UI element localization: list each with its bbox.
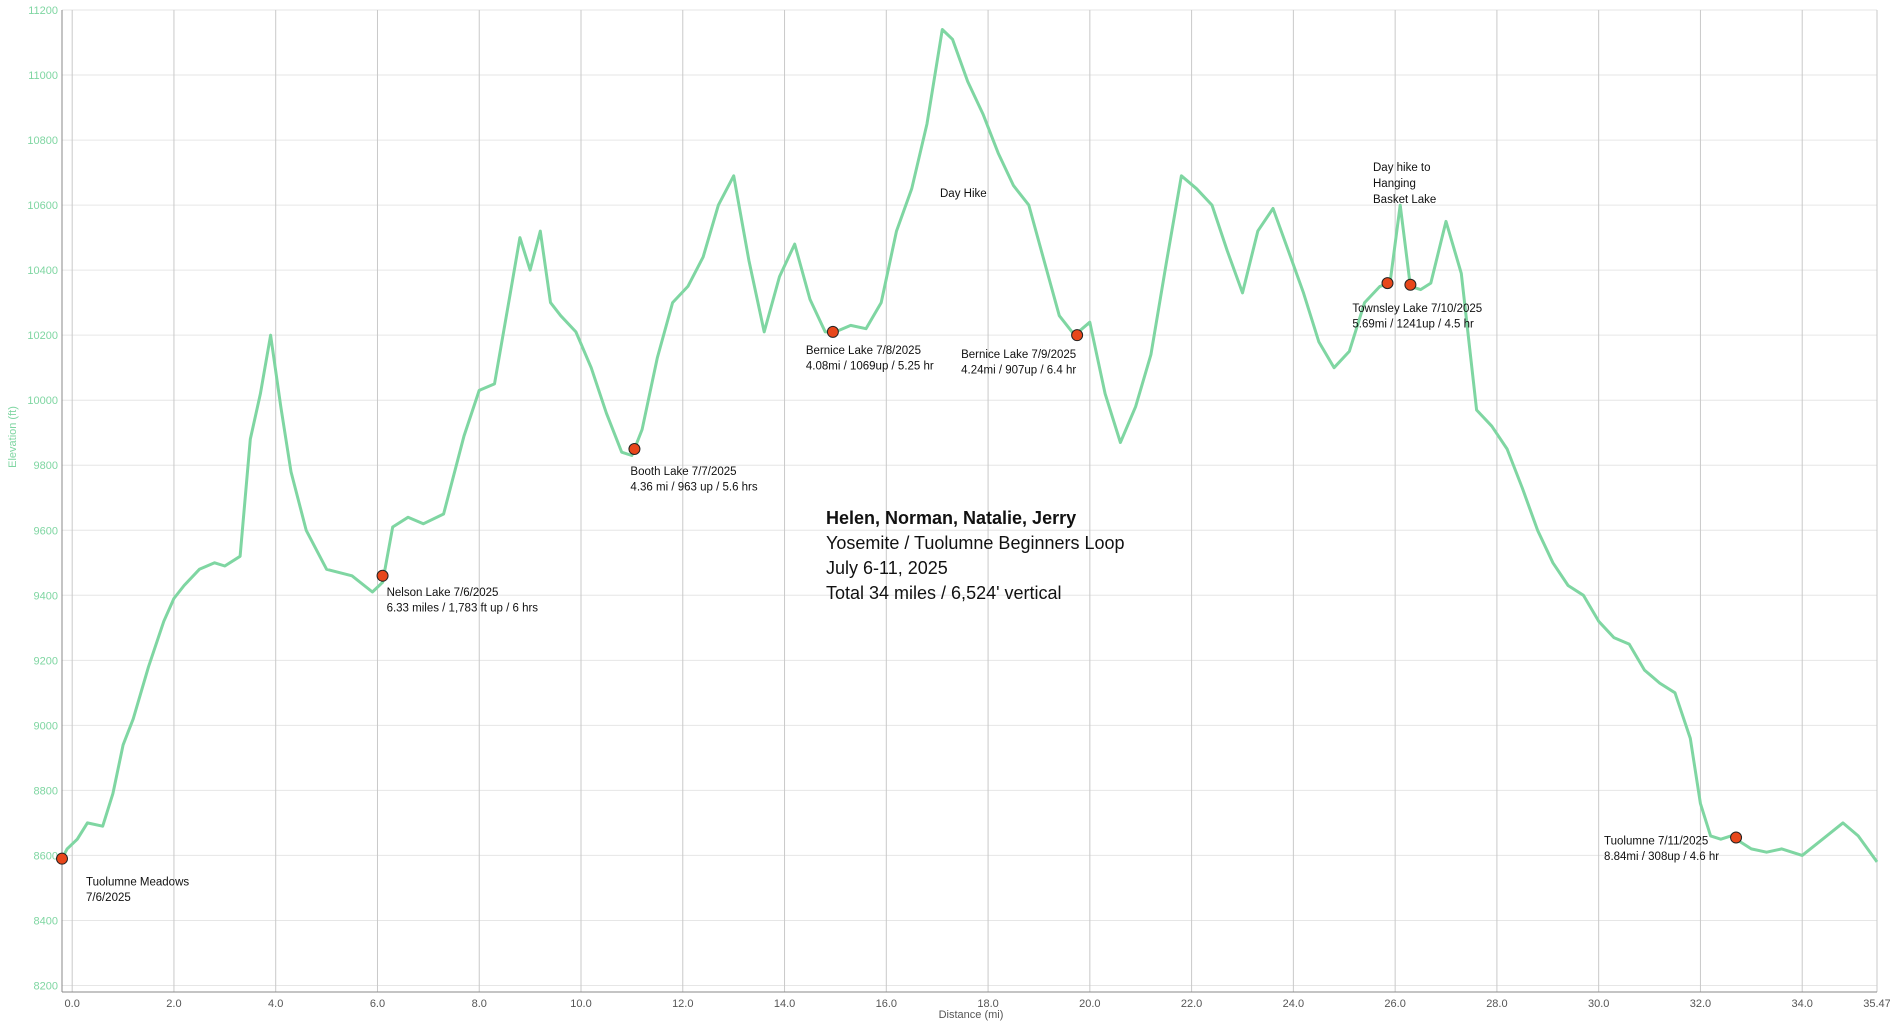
x-tick-label: 28.0 (1486, 998, 1507, 1010)
waypoint-label: 4.08mi / 1069up / 5.25 hr (806, 360, 934, 372)
y-tick-label: 11200 (28, 5, 58, 17)
x-tick-label: 32.0 (1690, 998, 1711, 1010)
y-tick-label: 9400 (34, 590, 58, 602)
waypoint-marker (1071, 329, 1084, 342)
trip-info-line: Total 34 miles / 6,524' vertical (826, 583, 1062, 603)
day-hike-annotation: Day Hike (940, 188, 987, 200)
y-tick-labels: 8200 8400 8600 8800 9000 9200 9400 9600 9800 1000… (27, 5, 58, 992)
waypoint-marker (376, 569, 389, 582)
x-tick-label: 12.0 (672, 998, 693, 1010)
y-tick-label: 10200 (27, 330, 58, 342)
y-tick-label: 8600 (34, 850, 58, 862)
annotation-line: Day Hike (940, 188, 987, 200)
y-tick-label: 8200 (34, 980, 58, 992)
trip-info-line: July 6-11, 2025 (826, 558, 948, 578)
x-tick-label: 18.0 (977, 998, 998, 1010)
waypoint-label: Tuolumne 7/11/2025 (1604, 836, 1708, 848)
x-tick-label: 2.0 (166, 998, 181, 1010)
waypoint-marker (1404, 278, 1417, 291)
annotation-line: Day hike to (1373, 162, 1431, 174)
waypoint-label: Bernice Lake 7/9/2025 (961, 349, 1076, 361)
waypoint-marker (1381, 277, 1394, 290)
waypoint-label: 4.24mi / 907up / 6.4 hr (961, 365, 1076, 377)
waypoint-marker (1730, 831, 1743, 844)
waypoint-marker (628, 442, 641, 455)
x-tick-label: 30.0 (1588, 998, 1609, 1010)
y-tick-label: 11000 (28, 70, 58, 82)
y-tick-label: 10800 (27, 135, 58, 147)
waypoint-label: Bernice Lake 7/8/2025 (806, 345, 921, 357)
waypoint-label: Booth Lake 7/7/2025 (630, 466, 736, 478)
elevation-series (60, 28, 1879, 863)
grid-lines (62, 9, 1878, 992)
x-tick-label: 34.0 (1791, 998, 1812, 1010)
waypoint-label: Tuolumne Meadows (86, 877, 189, 889)
waypoint-label: Townsley Lake 7/10/2025 (1352, 303, 1482, 315)
x-tick-label: 0.0 (65, 998, 80, 1010)
x-tick-label: 22.0 (1181, 998, 1202, 1010)
y-tick-label: 9600 (34, 525, 58, 537)
y-tick-label: 9800 (34, 460, 58, 472)
y-tick-label: 10000 (27, 395, 58, 407)
x-axis-title: Distance (mi) (939, 1009, 1004, 1021)
y-tick-label: 9200 (34, 655, 58, 667)
trip-info-line: Yosemite / Tuolumne Beginners Loop (826, 533, 1125, 553)
y-axis-title: Elevation (ft) (7, 406, 19, 468)
y-tick-label: 10600 (27, 200, 58, 212)
x-tick-label: 10.0 (570, 998, 591, 1010)
y-tick-label: 8800 (34, 785, 58, 797)
waypoint-label: 7/6/2025 (86, 892, 131, 904)
x-tick-label: 14.0 (774, 998, 795, 1010)
x-tick-label: 20.0 (1079, 998, 1100, 1010)
elevation-line (60, 28, 1879, 863)
y-tick-label: 10400 (27, 265, 58, 277)
waypoint-marker (56, 852, 68, 865)
x-tick-label: 24.0 (1283, 998, 1304, 1010)
waypoint-label: Nelson Lake 7/6/2025 (387, 587, 499, 599)
axes (61, 10, 1877, 993)
x-tick-label: 16.0 (876, 998, 897, 1010)
waypoint-labels: Tuolumne Meadows 7/6/2025 Nelson Lake 7/6/… (86, 303, 1719, 904)
x-tick-label: 26.0 (1384, 998, 1405, 1010)
annotation-line: Hanging (1373, 178, 1416, 190)
trip-info-box: Helen, Norman, Natalie, Jerry Yosemite /… (826, 508, 1125, 603)
x-tick-label: 6.0 (370, 998, 385, 1010)
x-tick-label: 8.0 (472, 998, 487, 1010)
x-tick-label: 4.0 (268, 998, 283, 1010)
annotation-line: Basket Lake (1373, 194, 1436, 206)
x-tick-label: 35.47 (1863, 998, 1890, 1010)
hanging-basket-annotation: Day hike to Hanging Basket Lake (1373, 162, 1436, 206)
waypoint-marker (826, 325, 839, 338)
waypoint-label: 4.36 mi / 963 up / 5.6 hrs (630, 481, 757, 493)
waypoint-markers (56, 277, 1743, 865)
waypoint-label: 5.69mi / 1241up / 4.5 hr (1352, 318, 1474, 330)
waypoint-label: 8.84mi / 308up / 4.6 hr (1604, 851, 1719, 863)
y-tick-label: 9000 (34, 720, 58, 732)
waypoint-label: 6.33 miles / 1,783 ft up / 6 hrs (387, 602, 539, 614)
trip-title: Helen, Norman, Natalie, Jerry (826, 508, 1076, 528)
x-tick-labels: 0.0 2.0 4.0 6.0 8.0 10.0 12.0 14.0 16.0 18.0 20.0 2… (65, 998, 1890, 1010)
y-tick-label: 8400 (34, 915, 58, 927)
